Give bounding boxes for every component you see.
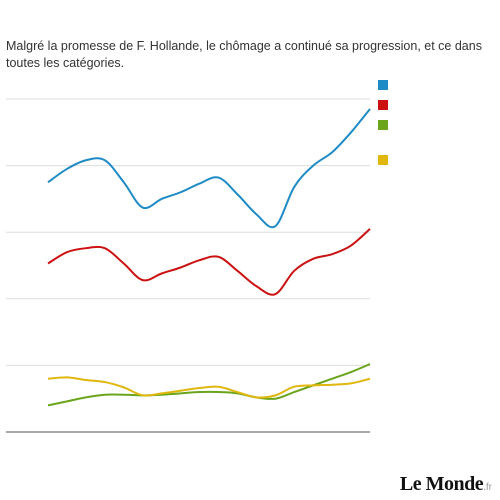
brand-tld: .fr [483, 482, 492, 493]
grid-lines [6, 98, 370, 433]
series-line-1[interactable] [47, 108, 371, 229]
legend-swatch-yellow [378, 155, 388, 165]
series-line-2[interactable] [47, 228, 371, 296]
chart-title: Malgré la promesse de F. Hollande, le ch… [6, 39, 482, 70]
brand-name: Le Monde [399, 473, 484, 495]
legend-swatch-red [378, 100, 388, 110]
series-line-4[interactable] [47, 376, 371, 399]
le-monde-logo[interactable]: Le Monde.fr [400, 473, 492, 496]
series-lines [47, 108, 371, 407]
legend-swatch-blue [378, 80, 388, 90]
legend-swatch-green [378, 120, 388, 130]
